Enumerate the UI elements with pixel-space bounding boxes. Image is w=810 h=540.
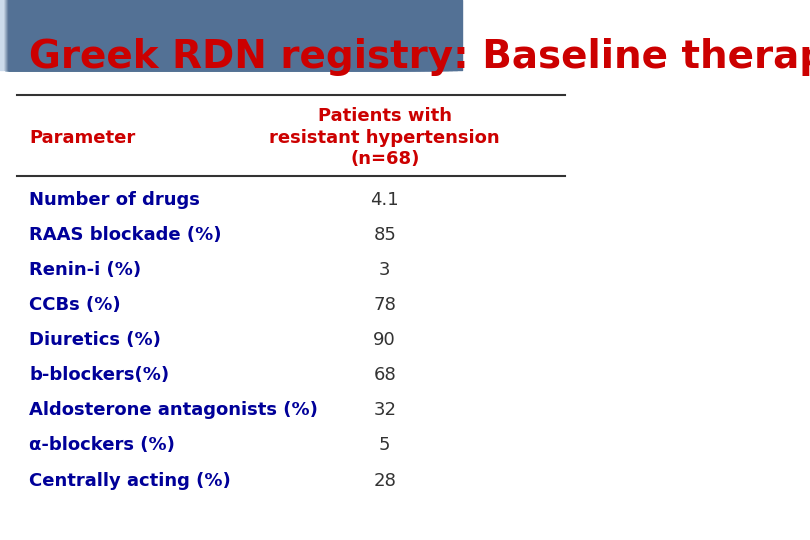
Text: Patients with: Patients with (318, 107, 452, 125)
Text: 78: 78 (373, 296, 396, 314)
Text: resistant hypertension: resistant hypertension (270, 129, 500, 147)
Text: Diuretics (%): Diuretics (%) (29, 331, 161, 349)
Text: 4.1: 4.1 (370, 191, 399, 209)
Text: 3: 3 (379, 261, 390, 279)
Text: (n=68): (n=68) (350, 150, 420, 168)
Text: Renin-i (%): Renin-i (%) (29, 261, 141, 279)
Text: b-blockers(%): b-blockers(%) (29, 366, 169, 384)
Text: Centrally acting (%): Centrally acting (%) (29, 471, 231, 490)
Text: 85: 85 (373, 226, 396, 244)
Text: 28: 28 (373, 471, 396, 490)
Text: RAAS blockade (%): RAAS blockade (%) (29, 226, 222, 244)
Text: CCBs (%): CCBs (%) (29, 296, 121, 314)
Text: Number of drugs: Number of drugs (29, 191, 200, 209)
Text: 5: 5 (379, 436, 390, 455)
Text: 32: 32 (373, 401, 396, 420)
Text: α-blockers (%): α-blockers (%) (29, 436, 175, 455)
Text: 90: 90 (373, 331, 396, 349)
Text: Parameter: Parameter (29, 129, 135, 147)
Text: Greek RDN registry: Baseline therapy: Greek RDN registry: Baseline therapy (29, 38, 810, 76)
Text: 68: 68 (373, 366, 396, 384)
Text: Aldosterone antagonists (%): Aldosterone antagonists (%) (29, 401, 318, 420)
